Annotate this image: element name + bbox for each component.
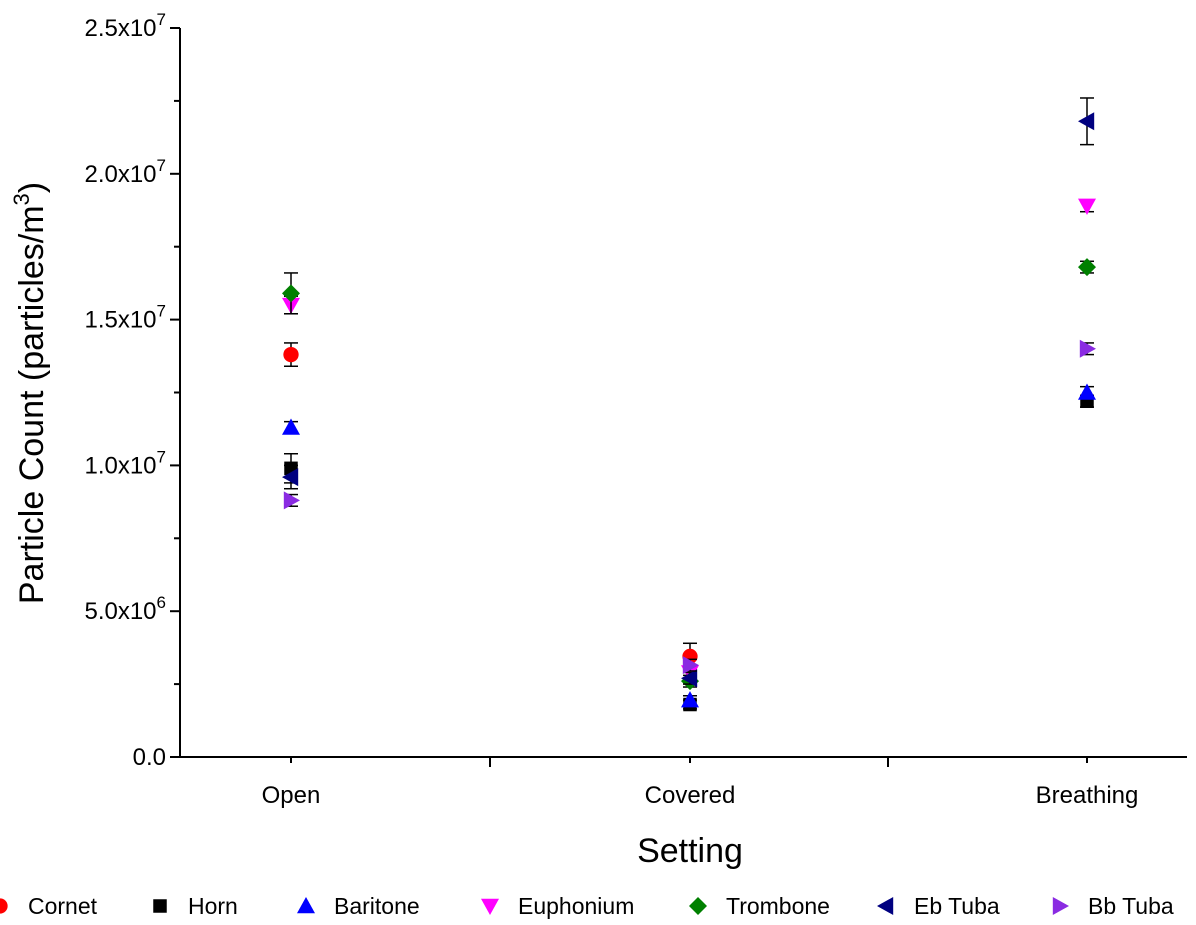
point-eb-tuba	[282, 468, 299, 487]
y-axis-title-close: )	[13, 182, 51, 193]
point-baritone	[1078, 383, 1096, 400]
legend-marker-cornet	[0, 898, 8, 914]
legend-label-euphonium: Euphonium	[518, 893, 634, 919]
y-axis-title-base: Particle Count (particles/m	[13, 205, 51, 604]
legend-marker-horn	[153, 899, 167, 913]
point-bb-tuba	[1079, 339, 1096, 358]
legend-label-horn: Horn	[188, 893, 238, 919]
point-euphonium	[1078, 198, 1096, 215]
y-tick-label: 2.5x107	[84, 10, 166, 42]
legend-marker-eb-tuba	[877, 897, 894, 915]
x-tick-label: Covered	[645, 782, 736, 809]
y-axis-title-sup: 3	[9, 193, 34, 205]
legend-marker-euphonium	[481, 898, 499, 915]
y-tick-label: 0.0	[133, 744, 166, 771]
point-eb-tuba	[681, 669, 698, 688]
y-axis-title: Particle Count (particles/m3)	[9, 182, 51, 604]
point-bb-tuba	[283, 491, 300, 510]
y-tick-label: 1.5x107	[84, 302, 166, 334]
point-baritone	[282, 418, 300, 435]
legend-label-cornet: Cornet	[28, 893, 98, 919]
point-bb-tuba	[682, 656, 699, 675]
x-tick-label: Open	[262, 782, 321, 809]
legend-marker-bb-tuba	[1052, 897, 1069, 915]
y-tick-label: 1.0x107	[84, 447, 166, 479]
y-tick-label: 5.0x106	[84, 593, 166, 625]
axes	[179, 28, 1187, 758]
point-eb-tuba	[1078, 112, 1095, 131]
legend-label-bb-tuba: Bb Tuba	[1088, 893, 1174, 919]
legend-label-baritone: Baritone	[334, 893, 420, 919]
point-cornet	[283, 346, 299, 363]
x-axis-title: Setting	[637, 832, 743, 870]
y-tick-label: 2.0x107	[84, 156, 166, 188]
legend-marker-trombone	[689, 897, 707, 915]
point-trombone	[282, 284, 300, 303]
x-axis-ticks: Open Covered Breathing	[262, 757, 1139, 809]
legend-marker-baritone	[297, 897, 315, 914]
x-tick-label: Breathing	[1036, 782, 1139, 809]
legend-label-eb-tuba: Eb Tuba	[914, 893, 1000, 919]
point-baritone	[681, 691, 699, 708]
y-axis-ticks: 0.0 5.0x106 1.0x107 1.5x107 2.0x107 2.5x107	[84, 10, 180, 771]
point-trombone	[1078, 258, 1096, 277]
legend-label-trombone: Trombone	[726, 893, 830, 919]
legend: Cornet Horn Baritone Euphonium Trombone Eb Tu…	[0, 893, 1174, 919]
data-points	[282, 97, 1096, 712]
